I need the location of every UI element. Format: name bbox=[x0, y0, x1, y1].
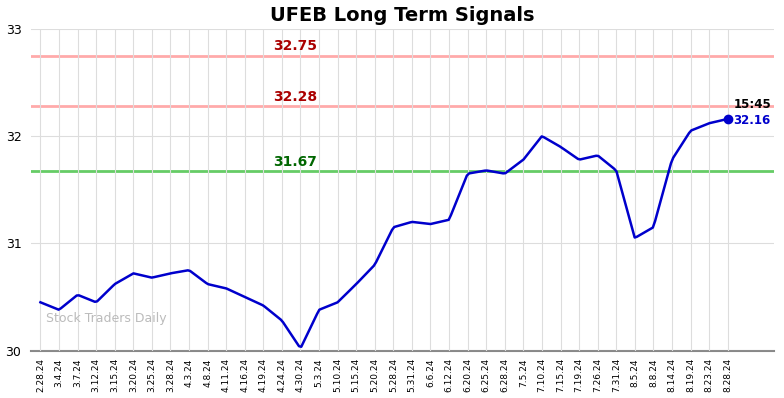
Text: 15:45: 15:45 bbox=[733, 98, 771, 111]
Text: 32.28: 32.28 bbox=[273, 90, 317, 104]
Title: UFEB Long Term Signals: UFEB Long Term Signals bbox=[270, 6, 535, 25]
Text: 32.75: 32.75 bbox=[273, 39, 317, 53]
Text: Stock Traders Daily: Stock Traders Daily bbox=[46, 312, 167, 325]
Text: 31.67: 31.67 bbox=[273, 155, 317, 169]
Text: 32.16: 32.16 bbox=[733, 114, 771, 127]
